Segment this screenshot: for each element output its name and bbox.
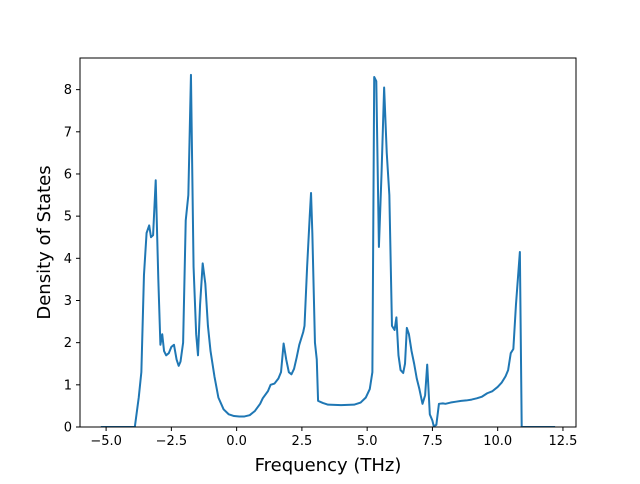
x-tick-label: 0.0: [226, 434, 247, 449]
x-axis: −5.0 −2.5 0.0 2.5 5.0 7.5 10.0 12.5: [90, 427, 577, 449]
x-tick-label: 12.5: [548, 434, 577, 449]
axes-frame: [79, 57, 577, 428]
y-tick-label: 2: [64, 336, 72, 351]
x-tick-label: −5.0: [90, 434, 122, 449]
x-tick-label: 10.0: [483, 434, 512, 449]
y-tick-label: 0: [64, 421, 72, 436]
x-tick-label: 7.5: [422, 434, 443, 449]
y-tick-label: 7: [64, 125, 72, 140]
y-tick-label: 8: [64, 83, 72, 98]
y-tick-label: 6: [64, 167, 72, 182]
x-tick-label: −2.5: [156, 434, 188, 449]
y-tick-label: 4: [64, 252, 72, 267]
y-axis-label: Density of States: [34, 165, 55, 319]
x-tick-label: 5.0: [357, 434, 378, 449]
x-axis-label: Frequency (THz): [255, 455, 402, 476]
plot-area: [100, 73, 556, 427]
x-tick-label: 2.5: [292, 434, 313, 449]
y-tick-label: 1: [64, 378, 72, 393]
dos-series-line: [100, 73, 556, 427]
y-tick-label: 5: [64, 210, 72, 225]
y-tick-label: 3: [64, 294, 72, 309]
y-axis: 0 1 2 3 4 5 6 7 8: [64, 83, 80, 436]
